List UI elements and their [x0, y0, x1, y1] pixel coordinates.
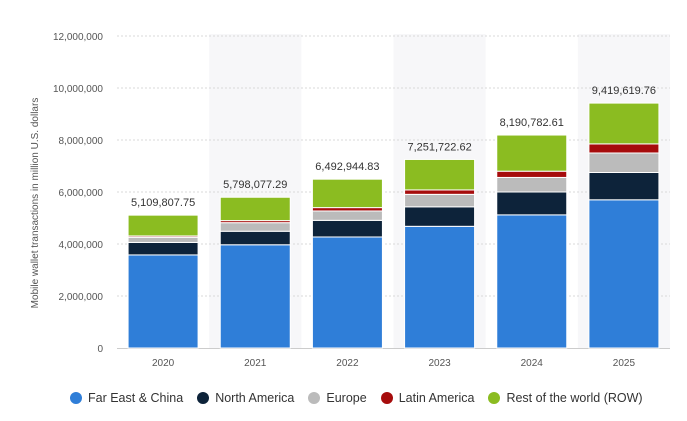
bar-segment[interactable] — [404, 158, 476, 191]
bar-segment[interactable] — [496, 176, 568, 193]
bar-segment[interactable] — [496, 214, 568, 349]
legend-label: Rest of the world (ROW) — [506, 391, 643, 405]
legend-label: Europe — [326, 391, 367, 405]
stacked-bar-chart: 0 2,000,000 4,000,000 6,000,000 8,000,000 10,… — [30, 32, 670, 369]
x-tick-label: 2023 — [428, 358, 451, 369]
total-label: 8,190,782.61 — [500, 117, 564, 129]
x-tick-label: 2020 — [152, 358, 175, 369]
bar-segment[interactable] — [404, 189, 476, 195]
legend-label: North America — [215, 391, 295, 405]
bar-segment[interactable] — [127, 241, 199, 256]
x-tick-label: 2022 — [336, 358, 359, 369]
bar-segment[interactable] — [219, 244, 291, 349]
bar-segment[interactable] — [127, 214, 199, 237]
y-tick-label: 12,000,000 — [53, 32, 103, 43]
x-axis-ticks: 2020 2021 2022 2023 2024 2025 — [152, 358, 636, 369]
bar-segment[interactable] — [588, 102, 660, 145]
legend-swatch-icon — [488, 392, 501, 404]
bar-segment[interactable] — [496, 191, 568, 216]
y-tick-label: 10,000,000 — [53, 84, 103, 95]
y-tick-label: 6,000,000 — [59, 188, 104, 199]
bar-segment[interactable] — [588, 172, 660, 201]
bar-segment[interactable] — [588, 152, 660, 173]
legend-swatch-icon — [197, 392, 210, 404]
total-label: 9,419,619.76 — [592, 85, 656, 97]
bar-segment[interactable] — [588, 199, 660, 349]
bar-segment[interactable] — [496, 134, 568, 172]
y-axis-label: Mobile wallet transactions in million U.… — [30, 98, 41, 309]
bar-segment[interactable] — [127, 254, 199, 349]
total-label: 7,251,722.62 — [407, 141, 471, 153]
bar-segment[interactable] — [311, 236, 383, 349]
x-tick-label: 2021 — [244, 358, 267, 369]
bar-segment[interactable] — [127, 236, 199, 243]
y-tick-label: 8,000,000 — [59, 136, 104, 147]
legend-swatch-icon — [70, 392, 82, 404]
bar-segment[interactable] — [219, 196, 291, 222]
legend-item[interactable]: North America — [197, 391, 294, 405]
bar-segment[interactable] — [404, 193, 476, 208]
bar-segment[interactable] — [219, 222, 291, 232]
y-tick-label: 4,000,000 — [59, 240, 104, 251]
total-label: 6,492,944.83 — [315, 161, 379, 173]
x-tick-label: 2025 — [613, 358, 636, 369]
bars — [127, 102, 660, 349]
gridlines — [117, 35, 670, 349]
legend-swatch-icon — [380, 392, 393, 404]
y-axis-ticks: 0 2,000,000 4,000,000 6,000,000 8,000,000 10,… — [53, 32, 104, 355]
total-label: 5,109,807.75 — [131, 197, 195, 209]
bar-segment[interactable] — [311, 219, 383, 238]
legend-item[interactable]: Europe — [308, 391, 367, 405]
bar-segment[interactable] — [311, 178, 383, 209]
bar-segment[interactable] — [404, 225, 476, 349]
legend-item[interactable]: Latin America — [380, 391, 475, 405]
bar-segment[interactable] — [404, 206, 476, 227]
legend: Far East & China North America Europe Latin… — [70, 391, 643, 405]
y-tick-label: 2,000,000 — [59, 292, 104, 303]
total-label: 5,798,077.29 — [223, 179, 287, 191]
total-labels: 5,109,807.75 5,798,077.29 6,492,944.83 7,25… — [131, 85, 656, 209]
x-tick-label: 2024 — [521, 358, 544, 369]
legend-label: Far East & China — [88, 391, 184, 405]
bar-segment[interactable] — [311, 207, 383, 212]
legend-item[interactable]: Far East & China — [70, 391, 183, 405]
legend-swatch-icon — [308, 392, 321, 404]
legend-label: Latin America — [398, 391, 475, 405]
y-tick-label: 0 — [97, 344, 103, 355]
bar-segment[interactable] — [311, 210, 383, 221]
bar-segment[interactable] — [588, 143, 660, 154]
legend-item[interactable]: Rest of the world (ROW) — [488, 391, 643, 405]
bar-segment[interactable] — [496, 170, 568, 178]
bar-segment[interactable] — [219, 230, 291, 246]
